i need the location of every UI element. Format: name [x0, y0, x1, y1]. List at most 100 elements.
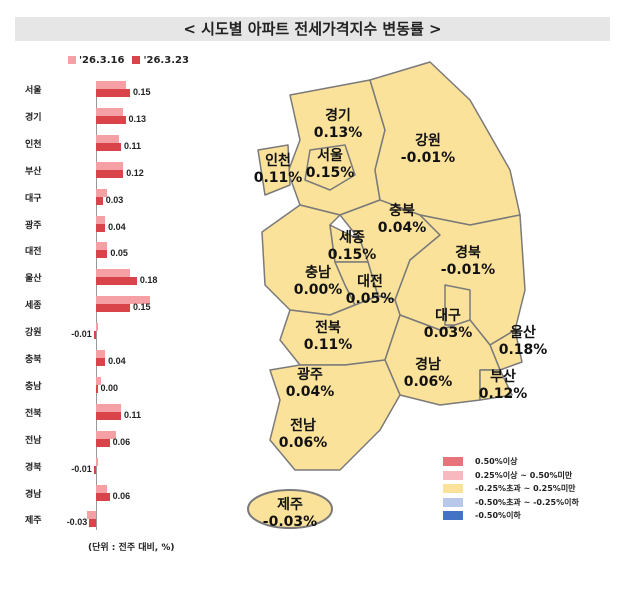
legend-label: -0.25%초과 ~ 0.25%미만	[475, 484, 576, 494]
data-label: -0.03	[66, 517, 88, 528]
region-name: 광주	[297, 367, 323, 383]
legend-item-prev: '26.3.16	[68, 55, 124, 66]
map-label: 대구 0.03%	[408, 308, 488, 342]
bar-previous	[96, 188, 108, 197]
bar-current	[96, 492, 110, 501]
category-label: 전남	[25, 435, 42, 446]
region-value: 0.12%	[478, 386, 528, 402]
data-label: 0.00	[100, 382, 119, 393]
data-label: 0.04	[108, 356, 126, 366]
legend-label: 0.25%이상 ~ 0.50%미만	[475, 470, 573, 480]
bar-previous	[86, 511, 96, 520]
region-value: 0.15%	[327, 247, 377, 263]
bar-previous	[96, 81, 126, 89]
bar-row: 인천 0.11	[0, 134, 200, 158]
bar-previous	[96, 296, 151, 305]
bar-previous	[96, 403, 121, 412]
category-label: 대전	[25, 247, 42, 258]
bar-current	[96, 142, 121, 151]
region-제주	[247, 489, 333, 529]
region-name: 울산	[510, 325, 536, 341]
map-label: 세종 0.15%	[312, 230, 392, 264]
region-value: 0.11%	[303, 337, 353, 353]
map-label: 충남 0.00%	[278, 265, 358, 299]
bar-row: 대전 0.05	[0, 241, 200, 265]
map-label: 충북 0.04%	[362, 203, 442, 237]
bar-row: 세종 0.15	[0, 295, 200, 319]
region-서울	[304, 144, 356, 191]
region-전남	[269, 359, 401, 471]
bar-previous	[96, 430, 117, 439]
bar-current	[96, 277, 137, 286]
data-label: 0.15	[133, 302, 151, 313]
region-name: 서울	[317, 148, 343, 164]
bar-row: 충남 0.00	[0, 376, 200, 400]
bar-row: 광주 0.04	[0, 215, 200, 239]
bar-previous	[96, 457, 99, 466]
bar-previous	[96, 323, 98, 332]
region-name: 부산	[490, 369, 516, 385]
bar-previous	[96, 215, 106, 224]
bar-current	[96, 89, 131, 97]
region-name: 충북	[389, 203, 415, 219]
category-label: 충남	[25, 381, 42, 392]
region-name: 대전	[357, 274, 383, 290]
data-label: 0.12	[126, 167, 144, 178]
bar-row: 울산 0.18	[0, 268, 200, 292]
bar-current	[89, 519, 96, 528]
data-label: 0.15	[133, 87, 151, 97]
legend-label: '26.3.23	[143, 55, 189, 66]
map-legend-item: 0.25%이상 ~ 0.50%미만	[443, 469, 579, 483]
region-name: 전북	[315, 320, 341, 336]
category-label: 대구	[25, 193, 42, 204]
map-label: 광주 0.04%	[270, 367, 350, 401]
map-label: 강원 -0.01%	[388, 133, 468, 167]
legend-item-curr: '26.3.23	[132, 55, 189, 66]
map-legend-item: -0.25%초과 ~ 0.25%미만	[443, 482, 579, 496]
region-name: 인천	[265, 153, 291, 169]
region-부산	[479, 369, 513, 401]
page-title: < 시도별 아파트 전세가격지수 변동률 >	[15, 17, 610, 41]
region-value: 0.00%	[293, 282, 343, 298]
bar-current	[96, 115, 126, 124]
bar-current	[96, 411, 121, 420]
bar-previous	[96, 161, 124, 170]
category-label: 강원	[25, 328, 42, 339]
map-label: 경북 -0.01%	[428, 245, 508, 279]
region-name: 경남	[415, 357, 441, 373]
bar-previous	[96, 350, 106, 358]
category-label: 광주	[25, 220, 42, 231]
region-name: 세종	[339, 230, 365, 246]
bar-current	[96, 196, 103, 205]
data-label: 0.03	[105, 194, 124, 205]
bar-current	[93, 465, 96, 474]
bar-row: 전북 0.11	[0, 403, 200, 427]
region-name: 제주	[277, 497, 303, 513]
region-value: 0.04%	[377, 220, 427, 236]
map-label: 제주 -0.03%	[250, 497, 330, 531]
map-label: 경기 0.13%	[298, 108, 378, 142]
bar-previous	[96, 107, 124, 116]
legend-label: 0.50%이상	[475, 457, 518, 467]
category-label: 전북	[25, 408, 42, 419]
bar-row: 강원 -0.01	[0, 322, 200, 346]
region-name: 강원	[415, 133, 441, 149]
bar-previous	[96, 134, 119, 143]
bar-current	[96, 304, 131, 313]
bar-current	[96, 438, 110, 447]
region-value: 0.18%	[498, 342, 548, 358]
bar-row: 서울 0.15	[0, 80, 200, 104]
region-value: -0.01%	[440, 262, 496, 278]
region-name: 대구	[435, 308, 461, 324]
legend-swatch	[443, 470, 463, 480]
bar-row: 부산 0.12	[0, 161, 200, 185]
legend-label: -0.50%이하	[475, 511, 521, 521]
data-label: 0.05	[110, 248, 128, 259]
region-value: -0.01%	[400, 150, 456, 166]
map-legend: 0.50%이상 0.25%이상 ~ 0.50%미만 -0.25%초과 ~ 0.25%…	[443, 455, 579, 523]
legend-swatch	[443, 497, 463, 507]
region-value: 0.13%	[313, 125, 363, 141]
bar-row: 경기 0.13	[0, 107, 200, 131]
bar-row: 제주 -0.03	[0, 510, 200, 534]
